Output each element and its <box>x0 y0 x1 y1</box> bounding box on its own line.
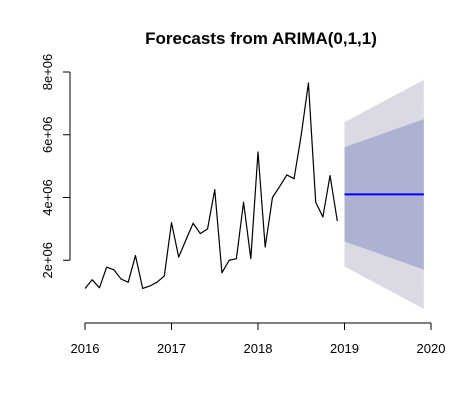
observed-line <box>84 82 338 290</box>
y-tick-label: 8e+06 <box>40 54 55 91</box>
x-tick-label: 2016 <box>71 341 100 356</box>
y-tick-label: 6e+06 <box>40 116 55 153</box>
y-tick-label: 2e+06 <box>40 242 55 279</box>
axes: 2016 2017 2018 2019 2020 2e+06 4e+06 6e+06 8e+06 <box>40 54 445 356</box>
x-tick-label: 2018 <box>244 341 273 356</box>
x-tick-label: 2017 <box>157 341 186 356</box>
series-lines <box>84 82 424 290</box>
y-tick-label: 4e+06 <box>40 179 55 216</box>
chart-title: Forecasts from ARIMA(0,1,1) <box>145 29 377 48</box>
x-tick-label: 2019 <box>330 341 359 356</box>
x-tick-label: 2020 <box>417 341 446 356</box>
